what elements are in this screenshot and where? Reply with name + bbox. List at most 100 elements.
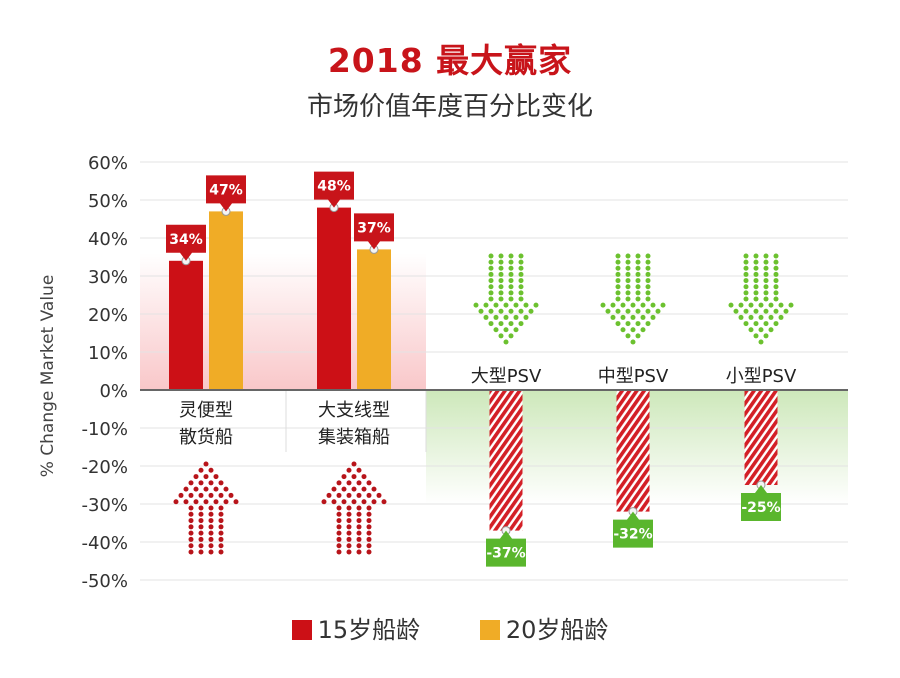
arrow-dot bbox=[763, 259, 769, 265]
arrow-dot bbox=[645, 253, 651, 259]
arrow-dot bbox=[498, 290, 504, 296]
arrow-dot bbox=[625, 284, 631, 290]
arrow-dot bbox=[208, 543, 214, 549]
callout-1-0: 48% bbox=[314, 171, 354, 208]
callout-2-0: -37% bbox=[486, 530, 526, 567]
arrow-dot bbox=[218, 505, 224, 511]
arrow-dot bbox=[361, 474, 367, 480]
arrow-dot bbox=[753, 333, 759, 339]
arrow-dot bbox=[635, 284, 641, 290]
arrow-dot bbox=[743, 278, 749, 284]
arrow-dot bbox=[488, 259, 494, 265]
arrow-dot bbox=[188, 536, 194, 542]
up-arrow-group-0 bbox=[173, 461, 239, 555]
bar-0-0 bbox=[169, 260, 203, 390]
arrow-dot bbox=[773, 259, 779, 265]
callout-0-1: 47% bbox=[206, 175, 246, 212]
arrow-dot bbox=[198, 505, 204, 511]
arrow-dot bbox=[498, 296, 504, 302]
arrow-dot bbox=[645, 271, 651, 277]
arrow-dot bbox=[773, 321, 779, 327]
arrow-dot bbox=[488, 253, 494, 259]
arrow-dot bbox=[645, 259, 651, 265]
callout-box bbox=[354, 213, 394, 250]
arrow-dot bbox=[366, 524, 372, 530]
legend-label-15: 15岁船龄 bbox=[317, 616, 421, 644]
arrow-dot bbox=[655, 308, 661, 314]
arrow-dot bbox=[356, 524, 362, 530]
arrow-dot bbox=[518, 259, 524, 265]
arrow-dot bbox=[493, 314, 499, 320]
bar-2-0 bbox=[489, 390, 523, 531]
data-label: 37% bbox=[357, 220, 391, 236]
callout-box bbox=[166, 224, 206, 261]
arrow-dot bbox=[763, 284, 769, 290]
arrow-dot bbox=[188, 549, 194, 555]
arrow-dot bbox=[615, 308, 621, 314]
arrow-dot bbox=[198, 536, 204, 542]
arrow-dot bbox=[513, 302, 519, 308]
arrow-dot bbox=[615, 265, 621, 271]
arrow-dot bbox=[503, 339, 509, 345]
arrow-dot bbox=[768, 302, 774, 308]
arrow-dot bbox=[208, 549, 214, 555]
arrow-dot bbox=[356, 505, 362, 511]
arrow-dot bbox=[366, 518, 372, 524]
y-tick-label: -10% bbox=[81, 419, 128, 440]
arrow-dot bbox=[198, 492, 204, 498]
arrow-dot bbox=[773, 253, 779, 259]
arrow-dot bbox=[346, 505, 352, 511]
arrow-dot bbox=[208, 524, 214, 530]
arrow-dot bbox=[341, 486, 347, 492]
arrow-dot bbox=[640, 302, 646, 308]
y-tick-label: -20% bbox=[81, 457, 128, 478]
arrow-dot bbox=[518, 284, 524, 290]
arrow-dot bbox=[198, 518, 204, 524]
arrow-dot bbox=[635, 296, 641, 302]
arrow-dot bbox=[758, 327, 764, 333]
arrow-dot bbox=[645, 308, 651, 314]
arrow-dot bbox=[645, 296, 651, 302]
arrow-dot bbox=[356, 549, 362, 555]
arrow-dot bbox=[223, 486, 229, 492]
arrow-dot bbox=[768, 327, 774, 333]
arrow-dot bbox=[361, 486, 367, 492]
arrow-dot bbox=[625, 296, 631, 302]
arrow-dot bbox=[336, 530, 342, 536]
data-label: -37% bbox=[486, 546, 525, 562]
y-tick-label: -30% bbox=[81, 495, 128, 516]
arrow-dot bbox=[635, 321, 641, 327]
category-label-line2: 散货船 bbox=[179, 427, 233, 448]
arrow-dot bbox=[336, 492, 342, 498]
arrow-dot bbox=[381, 499, 387, 505]
data-label: -25% bbox=[741, 500, 780, 516]
arrow-dot bbox=[498, 259, 504, 265]
arrow-dot bbox=[356, 492, 362, 498]
arrow-dot bbox=[498, 271, 504, 277]
arrow-dot bbox=[366, 505, 372, 511]
arrow-dot bbox=[635, 290, 641, 296]
arrow-dot bbox=[625, 271, 631, 277]
arrow-dot bbox=[748, 327, 754, 333]
arrow-dot bbox=[625, 259, 631, 265]
legend-item-15: 15岁船龄 bbox=[291, 610, 421, 645]
arrow-dot bbox=[218, 536, 224, 542]
arrow-dot bbox=[615, 321, 621, 327]
arrow-dot bbox=[645, 278, 651, 284]
arrow-dot bbox=[508, 321, 514, 327]
arrow-dot bbox=[508, 271, 514, 277]
arrow-dot bbox=[218, 511, 224, 517]
arrow-dot bbox=[753, 265, 759, 271]
arrow-dot bbox=[203, 461, 209, 467]
arrow-dot bbox=[748, 302, 754, 308]
arrow-dot bbox=[518, 308, 524, 314]
arrow-dot bbox=[518, 265, 524, 271]
arrow-dot bbox=[346, 518, 352, 524]
arrow-dot bbox=[366, 511, 372, 517]
arrow-dot bbox=[528, 308, 534, 314]
arrow-dot bbox=[640, 327, 646, 333]
arrow-dot bbox=[193, 474, 199, 480]
arrow-dot bbox=[346, 549, 352, 555]
arrow-dot bbox=[763, 265, 769, 271]
arrow-dot bbox=[498, 333, 504, 339]
